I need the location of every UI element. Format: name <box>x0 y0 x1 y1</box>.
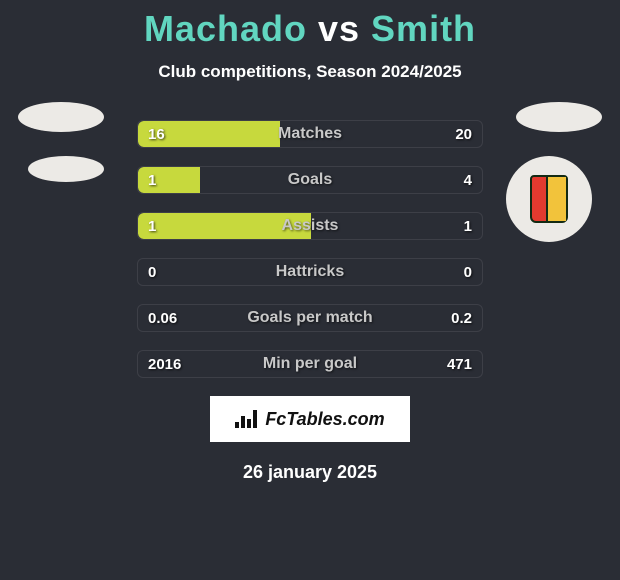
stat-value-right: 0.2 <box>451 305 472 331</box>
stat-label: Goals per match <box>138 305 482 331</box>
stat-value-left: 1 <box>148 213 156 239</box>
stat-value-right: 471 <box>447 351 472 377</box>
stat-value-left: 0.06 <box>148 305 177 331</box>
club-placeholder-icon <box>28 156 104 182</box>
stat-bar: Min per goal2016 471 <box>137 350 483 378</box>
stat-value-left: 0 <box>148 259 156 285</box>
page-title: Machado vs Smith <box>0 0 620 50</box>
stat-label: Matches <box>138 121 482 147</box>
player1-name: Machado <box>144 8 307 49</box>
player2-avatar <box>516 102 602 132</box>
comparison-card: Machado vs Smith Club competitions, Seas… <box>0 0 620 580</box>
date-text: 26 january 2025 <box>0 462 620 483</box>
stat-bar: Matches16 20 <box>137 120 483 148</box>
stat-bar: Goals per match0.06 0.2 <box>137 304 483 332</box>
avatar-placeholder-icon <box>516 102 602 132</box>
stat-value-left: 2016 <box>148 351 181 377</box>
stat-label: Min per goal <box>138 351 482 377</box>
vs-text: vs <box>318 8 360 49</box>
stat-label: Assists <box>138 213 482 239</box>
stat-value-right: 1 <box>464 213 472 239</box>
stat-bar: Assists1 1 <box>137 212 483 240</box>
bars-icon <box>235 410 259 428</box>
player1-avatar <box>18 102 104 132</box>
player2-club-badge <box>506 156 592 242</box>
brand-text: FcTables.com <box>265 409 384 430</box>
stats-area: Matches1620Goals14Assists11Hattricks00Go… <box>0 120 620 378</box>
stat-label: Hattricks <box>138 259 482 285</box>
shield-icon <box>530 175 568 223</box>
stat-value-right: 4 <box>464 167 472 193</box>
stat-value-left: 1 <box>148 167 156 193</box>
stat-value-right: 0 <box>464 259 472 285</box>
stat-label: Goals <box>138 167 482 193</box>
stat-value-left: 16 <box>148 121 165 147</box>
subtitle: Club competitions, Season 2024/2025 <box>0 62 620 82</box>
avatar-placeholder-icon <box>18 102 104 132</box>
stat-bar: Goals1 4 <box>137 166 483 194</box>
stat-value-right: 20 <box>455 121 472 147</box>
stat-bar: Hattricks0 0 <box>137 258 483 286</box>
player1-club-badge <box>28 156 104 182</box>
stat-bars-column: Matches1620Goals14Assists11Hattricks00Go… <box>137 120 483 378</box>
player2-name: Smith <box>371 8 476 49</box>
brand-badge: FcTables.com <box>210 396 410 442</box>
annan-athletic-badge-icon <box>506 156 592 242</box>
